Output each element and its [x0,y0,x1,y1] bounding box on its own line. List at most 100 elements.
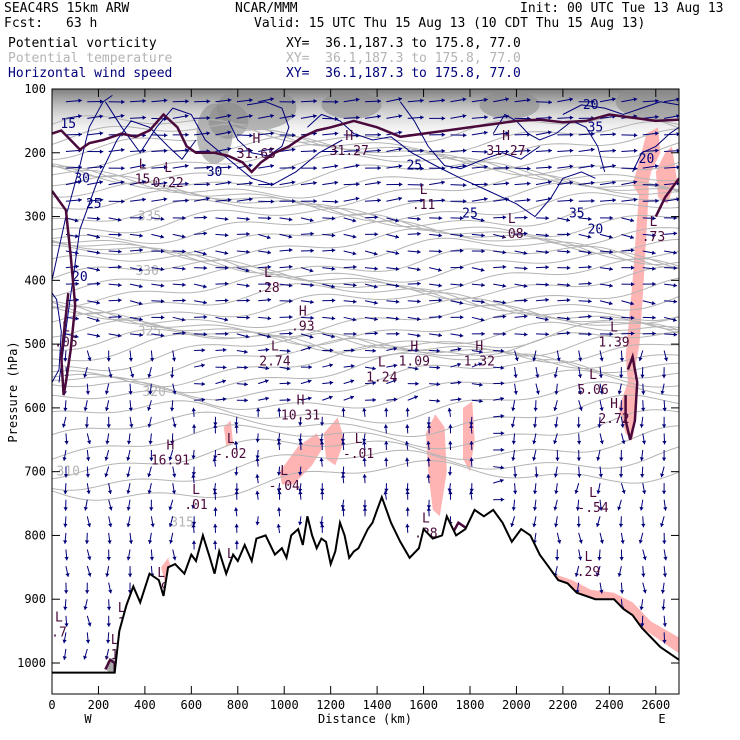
wind-vector-head [121,166,125,171]
wind-vector [450,362,462,368]
wind-vector [279,99,296,105]
wind-vector [405,424,410,434]
pv-extremum-type: H [610,397,618,412]
wind-vector-head [160,249,165,254]
wind-vector [660,383,665,395]
wind-vector-head [436,398,441,403]
wind-vector-head [469,424,474,429]
wind-vector-head [673,250,677,255]
wind-vector [532,416,538,428]
wind-vector-head [267,216,272,221]
wind-vector [300,148,317,154]
wind-vector [599,233,613,239]
wind-vector [104,400,110,412]
wind-vector-head [331,284,335,289]
wind-vector-head [621,440,626,445]
wind-vector [577,383,583,395]
wind-vector [236,133,253,138]
wind-vector [386,182,403,187]
wind-vector [640,367,645,379]
wind-vector [621,331,635,336]
wind-vector [426,474,431,484]
wind-vector-head [320,523,325,528]
wind-vector-head [266,235,271,240]
wind-vector-head [545,332,549,337]
pv-extremum: L15 [135,158,151,188]
terrain-surface [52,494,680,674]
wind-vector-head [356,148,360,153]
wind-vector-head [655,198,659,204]
wind-vector-head [459,300,464,305]
wind-vector-head [630,234,634,240]
wind-vector [258,379,269,385]
wind-vector [617,383,622,395]
wind-vector-head [75,316,79,321]
wind-vector-head [185,181,189,186]
wind-vector-head [149,357,155,362]
wind-vector-head [505,197,510,202]
wind-vector-head [420,182,424,188]
wind-vector-head [87,572,92,577]
wind-vector-head [533,407,538,412]
wind-vector [386,397,398,402]
wind-vector-head [86,440,92,445]
pv-extremum: L-.54 [577,486,608,516]
wind-vector-head [661,424,667,428]
wind-vector-head [480,317,485,322]
theta-contour-label: 325 [138,324,161,339]
wind-vector-head [234,488,239,493]
wind-vector-head [202,251,207,256]
wind-vector [236,231,250,237]
wind-vector-head [63,407,68,412]
wind-vector-head [523,283,528,289]
wind-vector [510,416,516,428]
wind-vector [578,314,592,319]
terrain-layer [52,494,680,694]
wind-vector [664,316,677,322]
wind-vector-head [147,540,153,544]
wind-vector [641,400,646,412]
wind-vector-head [566,265,571,270]
wind-vector [365,348,377,353]
wind-vector [215,180,232,186]
wind-vector [172,198,189,203]
wind-vector-head [141,180,146,185]
wind-vector [279,217,293,222]
wind-vector-field [61,97,679,660]
wind-vector-head [526,181,531,186]
wind-vector [557,316,571,321]
wind-vector-head [505,131,510,136]
wind-vector-head [591,99,595,104]
pv-anomaly-shading [223,420,234,447]
wind-vector [172,316,186,322]
wind-vector [493,165,510,170]
field-name-theta: Potential temperature [8,51,173,66]
wind-vector-head [441,166,446,171]
wind-vector [343,217,357,223]
wind-vector-head [502,300,507,305]
wind-vector [471,248,485,254]
wind-vector [405,457,410,467]
theta-contour [52,128,679,163]
wind-vector-head [126,506,131,511]
wind-vector [429,132,446,137]
wind-vector-head [655,148,659,153]
wind-vector-head [377,198,382,203]
theta-contour [52,292,679,322]
wind-vector-head [523,314,528,319]
wind-vector [213,416,218,426]
wind-vector [574,565,580,577]
wind-vector-head [139,215,144,220]
wind-vector [191,540,197,550]
wind-vector-head [355,196,360,201]
wind-vector [576,433,582,445]
wind-vector [535,215,549,221]
wind-vector-head [61,423,67,428]
wind-vector-head [329,363,334,368]
wind-vector-head [255,490,260,495]
wind-vector-head [395,250,400,256]
wind-vector-head [438,233,443,238]
plot-frame [51,88,680,695]
wind-vector-head [374,331,379,336]
theta-contour-label: 310 [57,465,80,480]
